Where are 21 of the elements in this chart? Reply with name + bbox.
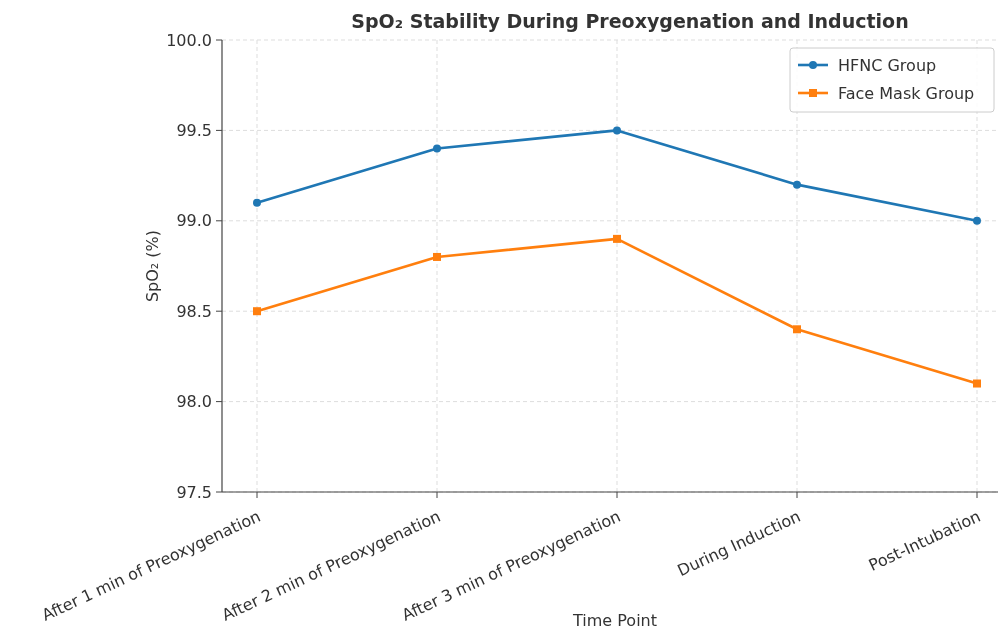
- legend-label: HFNC Group: [838, 55, 937, 75]
- point: [613, 234, 621, 243]
- y-tick-label: 98.5: [176, 301, 212, 321]
- y-tick-label: 98.0: [176, 392, 212, 412]
- y-tick-label: 97.5: [176, 482, 212, 502]
- y-tick-label: 100.0: [166, 30, 212, 50]
- point: [973, 379, 981, 388]
- legend-label: Face Mask Group: [838, 83, 975, 103]
- point: [793, 180, 801, 189]
- point: [433, 144, 441, 153]
- point: [793, 325, 801, 334]
- point: [433, 252, 441, 261]
- chart-title: SpO₂ Stability During Preoxygenation and Induction: [351, 10, 909, 32]
- x-axis-title: Time Point: [572, 611, 657, 628]
- y-tick-label: 99.5: [176, 121, 212, 140]
- point: [973, 216, 981, 225]
- point: [253, 198, 261, 207]
- y-tick-label: 99.0: [176, 211, 212, 231]
- point: [253, 307, 261, 316]
- y-axis-title: SpO₂ (%): [143, 229, 162, 303]
- point: [613, 126, 621, 135]
